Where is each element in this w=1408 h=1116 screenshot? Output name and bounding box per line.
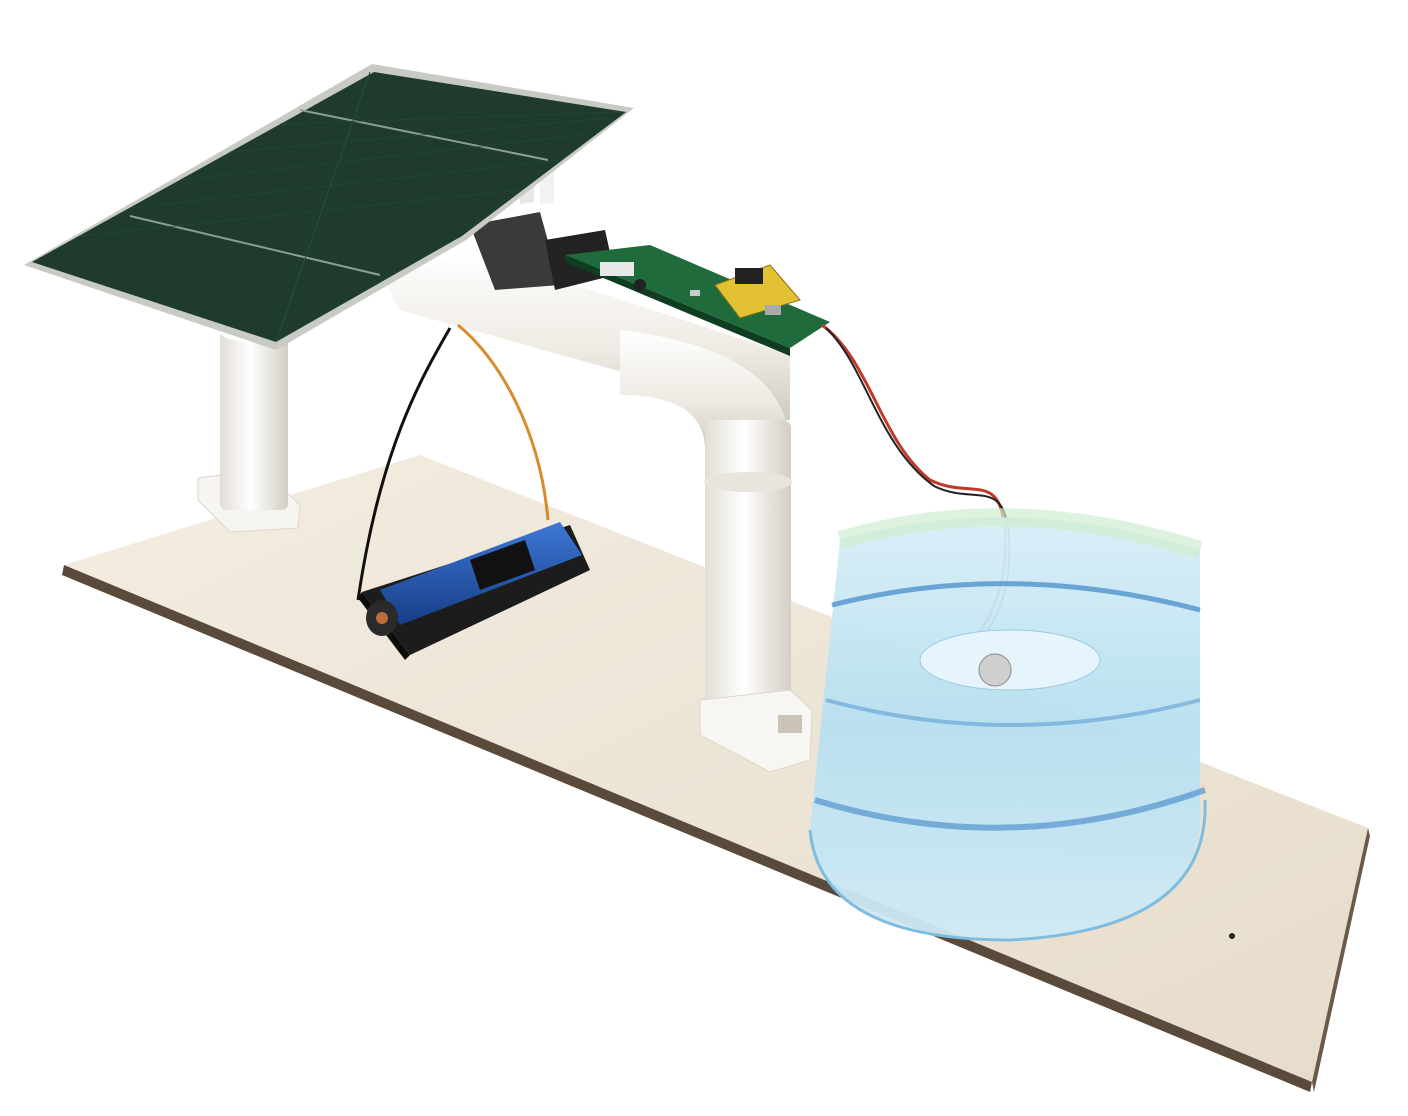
circuit-board bbox=[565, 245, 830, 356]
left-pipe-support bbox=[197, 322, 301, 533]
water-container bbox=[808, 508, 1207, 942]
right-pipe-support bbox=[699, 420, 813, 773]
solar-panel bbox=[24, 64, 634, 350]
battery-holder bbox=[358, 522, 590, 660]
